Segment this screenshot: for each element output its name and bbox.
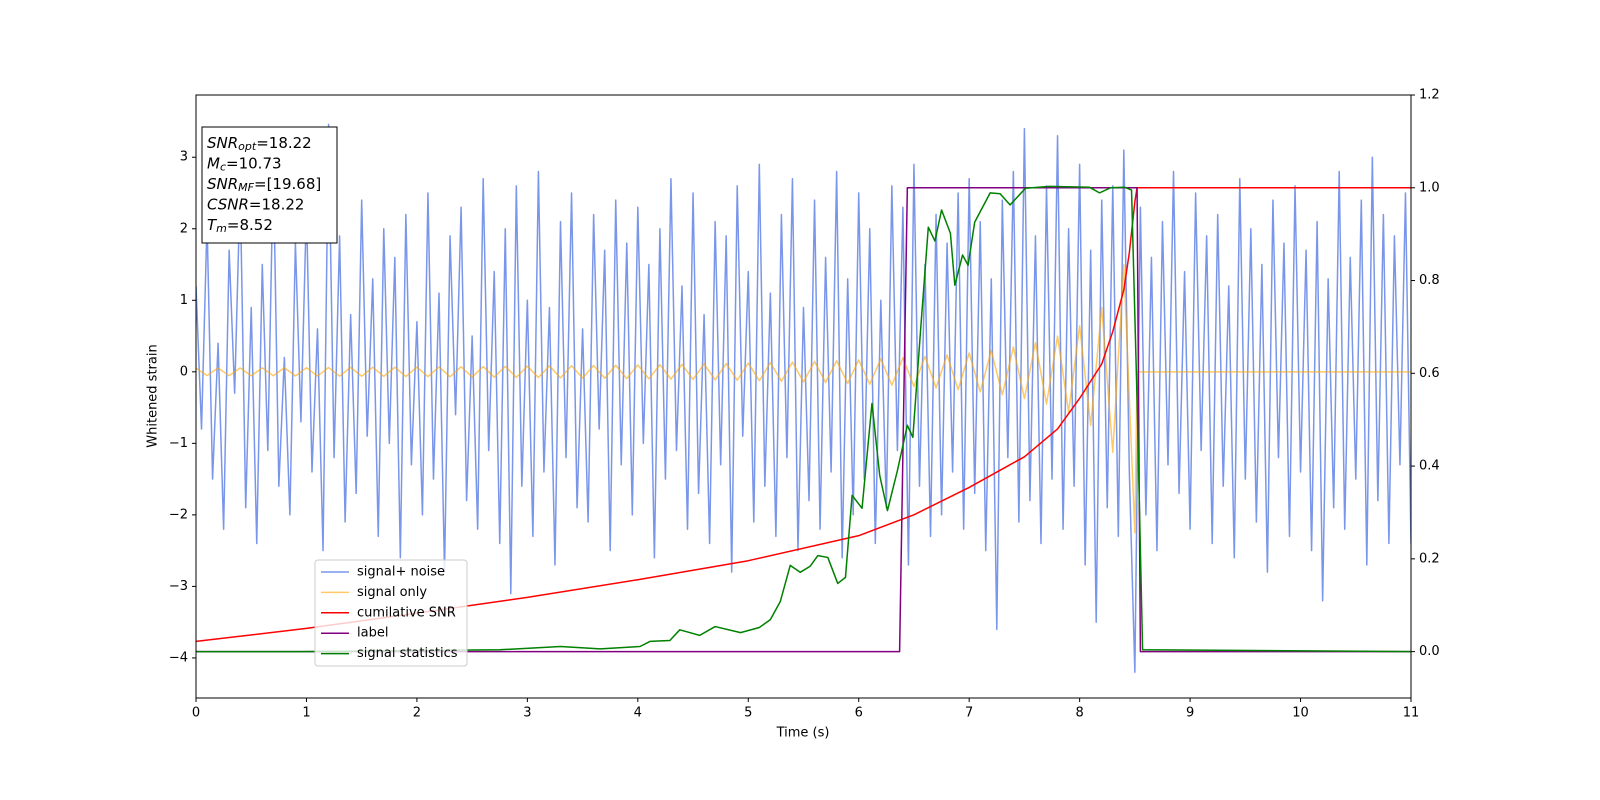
annotation-text: SNRopt=18.22	[207, 134, 312, 154]
y-tick-label: −3	[169, 579, 188, 594]
series-line	[196, 187, 1411, 643]
annotation-value: =18.22	[249, 195, 305, 213]
series-line	[196, 263, 1411, 534]
x-tick-label: 4	[634, 706, 642, 721]
x-tick-label: 3	[523, 706, 531, 721]
y2-tick-label: 0.0	[1419, 644, 1440, 659]
y2-tick-label: 0.6	[1419, 366, 1440, 381]
x-tick-label: 7	[965, 706, 973, 721]
annotation-subscript: opt	[238, 140, 257, 153]
x-tick-label: 8	[1075, 706, 1083, 721]
annotation-value: =18.22	[256, 134, 312, 152]
annotation-name: T	[207, 216, 218, 234]
annotation-subscript: MF	[238, 181, 254, 194]
x-tick-label: 6	[855, 706, 863, 721]
annotation-name: SNR	[207, 175, 238, 193]
legend-label: label	[357, 626, 388, 641]
annotation-subscript: c	[220, 161, 226, 174]
annotation-subscript: m	[216, 222, 227, 235]
x-tick-label: 0	[192, 706, 200, 721]
annotation-text: SNRMF=[19.68]	[207, 175, 321, 195]
series-line	[196, 187, 1411, 653]
x-tick-label: 9	[1186, 706, 1194, 721]
series-line	[196, 185, 1411, 653]
x-tick-label: 1	[302, 706, 310, 721]
annotation-value: =[19.68]	[254, 175, 321, 193]
y2-tick-label: 1.0	[1419, 180, 1440, 195]
y-tick-label: 1	[180, 293, 188, 308]
y2-tick-label: 1.2	[1419, 88, 1440, 103]
annotation-name: CSNR	[207, 195, 249, 213]
x-tick-label: 2	[413, 706, 421, 721]
legend-label: signal statistics	[357, 646, 458, 661]
annotation-value: =10.73	[226, 154, 282, 172]
legend-label: signal+ noise	[357, 565, 445, 580]
annotation-box	[201, 126, 338, 244]
series-line	[196, 123, 1411, 673]
legend-label: signal only	[357, 585, 427, 600]
plot-area	[196, 123, 1411, 673]
annotation-text: Mc=10.73	[207, 154, 282, 174]
y-tick-label: 2	[180, 221, 188, 236]
annotation-value: =8.52	[227, 216, 273, 234]
legend-label: cumilative SNR	[357, 605, 456, 620]
y2-tick-label: 0.8	[1419, 273, 1440, 288]
y-tick-label: −2	[169, 507, 188, 522]
annotation-name: M	[207, 154, 220, 172]
x-tick-label: 5	[744, 706, 752, 721]
x-tick-label: 11	[1403, 706, 1420, 721]
legend-box	[314, 559, 468, 667]
annotation-text: Tm=8.52	[207, 216, 273, 236]
y-tick-label: −1	[169, 436, 188, 451]
y-tick-label: 0	[180, 364, 188, 379]
y-tick-label: 3	[180, 150, 188, 165]
annotation-text: CSNR=18.22	[207, 195, 304, 213]
x-axis-label: Time (s)	[776, 726, 830, 741]
y-axis-label: Whitened strain	[146, 344, 161, 447]
x-tick-label: 10	[1292, 706, 1309, 721]
annotation-name: SNR	[207, 134, 238, 152]
y2-tick-label: 0.4	[1419, 459, 1440, 474]
y-tick-label: −4	[169, 650, 188, 665]
plot-frame	[195, 94, 1412, 699]
y2-tick-label: 0.2	[1419, 551, 1440, 566]
